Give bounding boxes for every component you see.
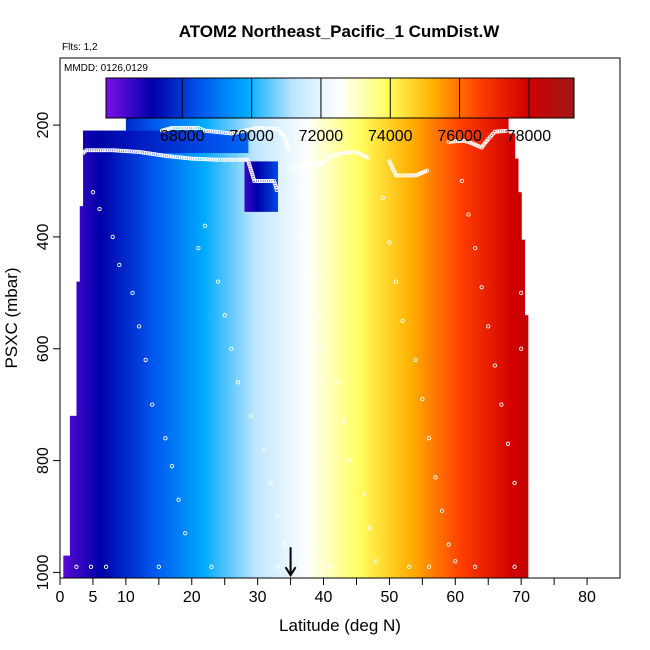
colorbar-tick-label-0: 68000 — [160, 128, 205, 145]
chart-title: ATOM2 Northeast_Pacific_1 CumDist.W — [179, 22, 501, 41]
heatmap-field — [63, 111, 528, 578]
y-tick-label-1: 400 — [35, 223, 52, 250]
x-tick-label-1: 5 — [88, 589, 97, 606]
colorbar-tick-label-2: 72000 — [299, 128, 344, 145]
anomaly-0-strip-13 — [137, 131, 142, 153]
x-tick-label-0: 0 — [56, 589, 65, 606]
y-tick-label-0: 200 — [35, 112, 52, 139]
colorbar-tick-label-5: 78000 — [507, 128, 552, 145]
y-tick-label-2: 600 — [35, 335, 52, 362]
y-tick-label-4: 1000 — [35, 555, 52, 591]
x-axis-label: Latitude (deg N) — [279, 616, 401, 635]
date-label: MMDD: 0126,0129 — [64, 63, 148, 74]
anomaly-0-strip-30 — [207, 131, 212, 153]
x-tick-label-7: 60 — [446, 589, 464, 606]
field-strip-281 — [526, 315, 528, 578]
x-tick-label-4: 30 — [249, 589, 267, 606]
x-tick-label-9: 80 — [578, 589, 596, 606]
colorbar-tick-label-3: 74000 — [368, 128, 413, 145]
x-tick-label-3: 20 — [183, 589, 201, 606]
y-axis-label: PSXC (mbar) — [2, 267, 21, 368]
x-tick-label-6: 50 — [381, 589, 399, 606]
y-tick-label-3: 800 — [35, 447, 52, 474]
anomaly-0-strip-31 — [211, 131, 216, 153]
x-tick-label-8: 70 — [512, 589, 530, 606]
chart-figure: ATOM2 Northeast_Pacific_1 CumDist.W Flts… — [0, 0, 650, 650]
anomaly-0-strip-14 — [141, 131, 146, 153]
colorbar-tick-label-4: 76000 — [437, 128, 482, 145]
flights-label: Flts: 1,2 — [62, 42, 98, 53]
colorbar-gradient — [106, 78, 574, 118]
x-tick-label-5: 40 — [315, 589, 333, 606]
anomaly-0-strip-32 — [215, 131, 220, 153]
x-tick-label-2: 10 — [117, 589, 135, 606]
anomaly-0-strip-15 — [145, 131, 150, 153]
anomaly-0-strip-17 — [153, 131, 158, 153]
colorbar-tick-label-1: 70000 — [229, 128, 274, 145]
anomaly-0-strip-16 — [149, 131, 154, 153]
